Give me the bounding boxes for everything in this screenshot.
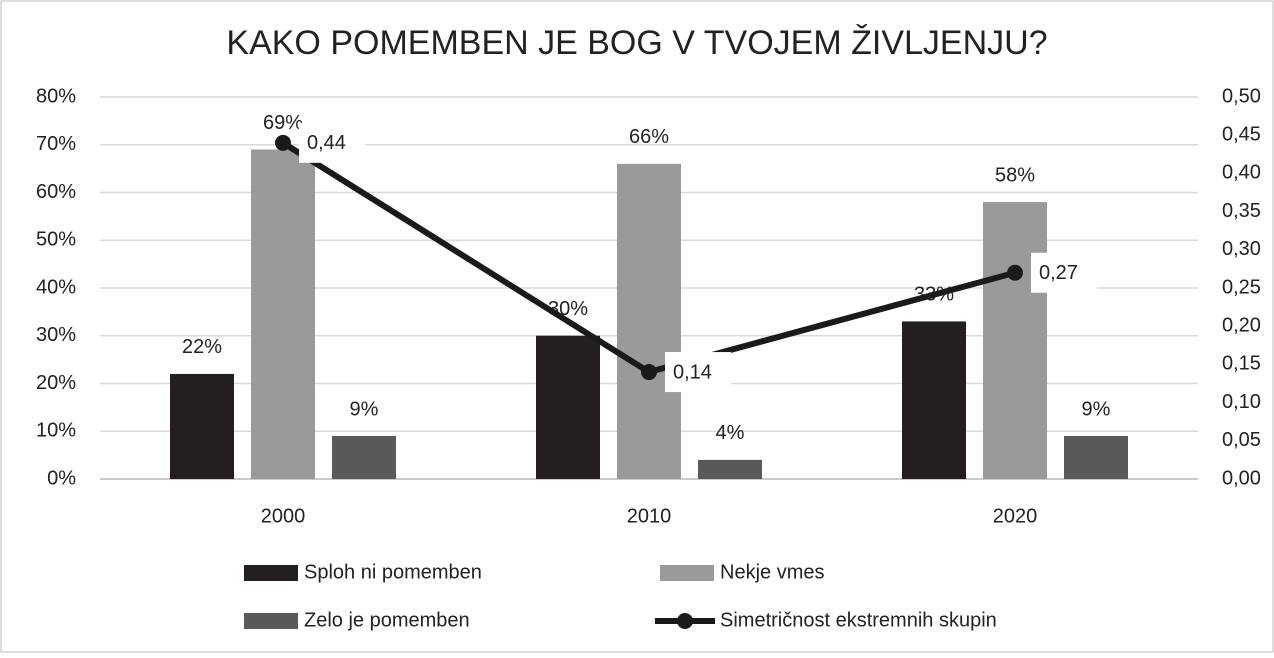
y2-tick-label: 0,15 xyxy=(1222,353,1261,375)
line-point xyxy=(275,134,291,151)
legend-marker xyxy=(677,613,693,629)
line-point xyxy=(1007,264,1023,281)
line-label-box xyxy=(1031,252,1097,293)
y-tick-label: 20% xyxy=(36,372,76,394)
bar-value-label: 4% xyxy=(716,422,745,444)
line-value-label: 0,14 xyxy=(673,361,712,383)
y-tick-label: 70% xyxy=(36,133,76,155)
bar xyxy=(536,335,600,479)
bar-value-label: 69% xyxy=(263,112,303,134)
bar-value-label: 58% xyxy=(995,164,1035,186)
y-tick-label: 80% xyxy=(36,85,76,107)
y2-tick-label: 0,10 xyxy=(1222,391,1261,413)
bar xyxy=(170,373,234,479)
y2-tick-label: 0,35 xyxy=(1222,200,1261,222)
y2-tick-label: 0,00 xyxy=(1222,467,1261,489)
x-tick-label: 2020 xyxy=(993,505,1038,527)
bar-value-label: 9% xyxy=(350,398,379,420)
legend-label: Sploh ni pomemben xyxy=(304,561,482,583)
y2-tick-label: 0,40 xyxy=(1222,162,1261,184)
bar xyxy=(698,459,762,479)
bar-value-label: 9% xyxy=(1082,398,1111,420)
bar xyxy=(983,202,1047,480)
y-tick-label: 60% xyxy=(36,181,76,203)
y-tick-label: 40% xyxy=(36,276,76,298)
bar xyxy=(332,436,396,479)
bar xyxy=(617,163,681,479)
legend-swatch xyxy=(244,565,298,581)
legend-swatch xyxy=(244,613,298,629)
legend-label: Zelo je pomemben xyxy=(304,609,470,631)
legend-swatch xyxy=(660,565,714,581)
y2-tick-label: 0,20 xyxy=(1222,314,1261,336)
line-label-box xyxy=(299,122,365,163)
x-tick-label: 2010 xyxy=(627,505,672,527)
bar-value-label: 66% xyxy=(629,126,669,148)
line-point xyxy=(641,364,657,381)
line-value-label: 0,44 xyxy=(307,132,346,154)
y2-tick-label: 0,25 xyxy=(1222,276,1261,298)
legend-label: Simetričnost ekstremnih skupin xyxy=(720,609,997,631)
x-tick-label: 2000 xyxy=(261,505,306,527)
bar-value-label: 22% xyxy=(182,336,222,358)
bar xyxy=(902,321,966,479)
bar xyxy=(251,149,315,479)
y-tick-label: 50% xyxy=(36,229,76,251)
line-label-box xyxy=(665,352,731,393)
line-value-label: 0,27 xyxy=(1039,262,1078,284)
bar xyxy=(1064,436,1128,479)
y2-tick-label: 0,30 xyxy=(1222,238,1261,260)
legend-label: Nekje vmes xyxy=(720,561,824,583)
chart-title: KAKO POMEMBEN JE BOG V TVOJEM ŽIVLJENJU? xyxy=(226,24,1047,62)
y2-tick-label: 0,05 xyxy=(1222,429,1261,451)
y2-tick-label: 0,50 xyxy=(1222,85,1261,107)
y2-tick-label: 0,45 xyxy=(1222,123,1261,145)
y-tick-label: 0% xyxy=(47,467,76,489)
y-tick-label: 10% xyxy=(36,420,76,442)
y-tick-label: 30% xyxy=(36,324,76,346)
